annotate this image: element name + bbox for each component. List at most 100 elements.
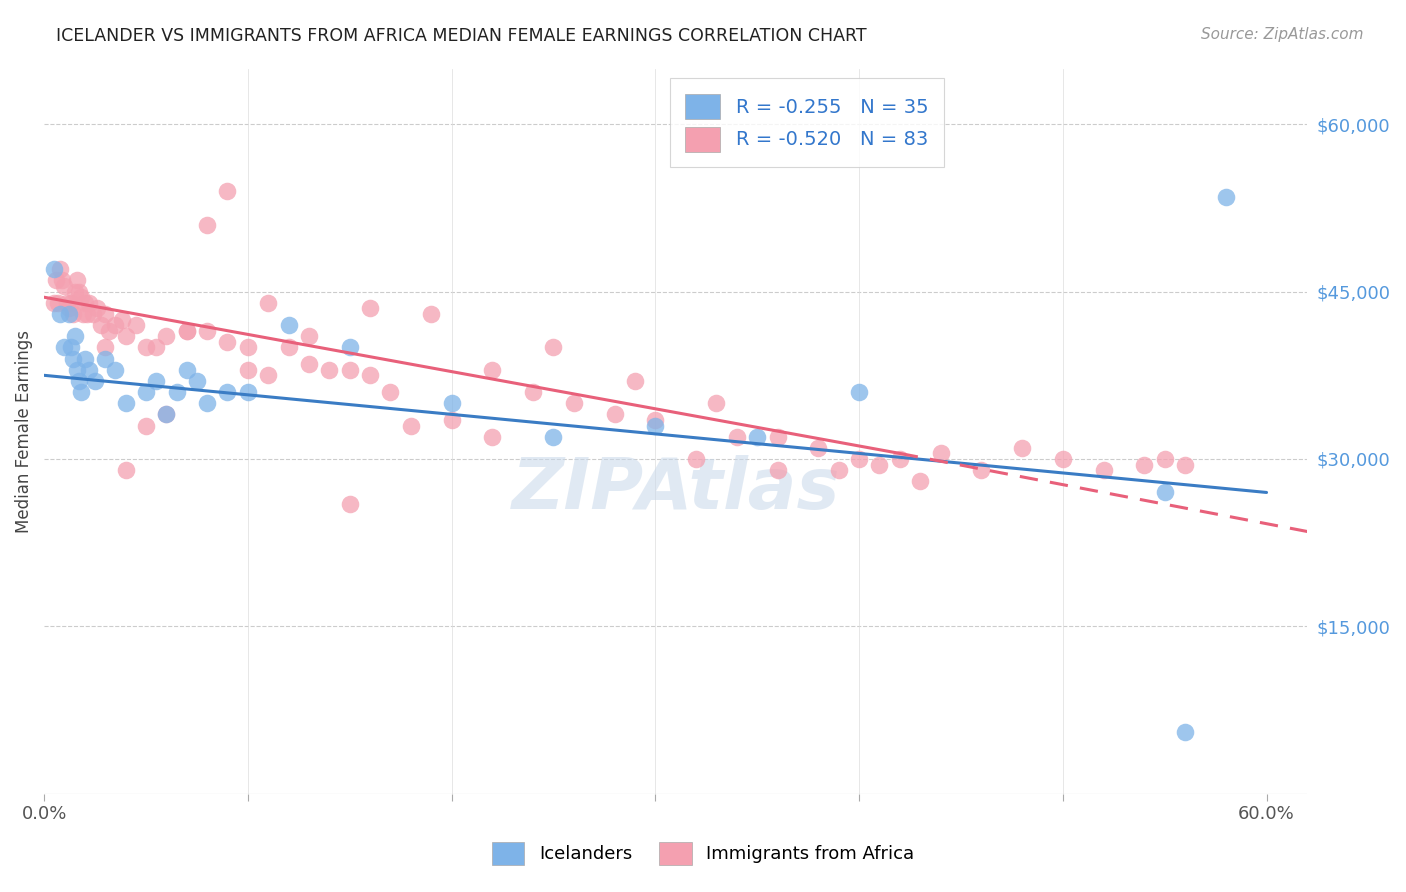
Point (58, 301, 80, 316)
Point (176, 324, 198, 338)
Point (298, 329, 321, 343)
Point (104, 363, 127, 377)
Y-axis label: Median Female Earnings: Median Female Earnings (15, 330, 32, 533)
Point (848, 452, 870, 467)
Point (73, 295, 96, 310)
Point (58, 307, 80, 321)
Point (298, 357, 321, 371)
Point (66, 273, 89, 287)
Point (318, 363, 340, 377)
Point (522, 385, 544, 400)
Point (135, 340, 157, 354)
Point (84, 374, 107, 388)
Point (66, 363, 89, 377)
Point (217, 334, 239, 349)
Point (69, 385, 91, 400)
Point (339, 363, 361, 377)
Point (135, 385, 157, 400)
Point (929, 446, 952, 460)
Point (145, 340, 167, 354)
Point (53, 340, 76, 354)
Point (176, 324, 198, 338)
Point (1011, 441, 1033, 455)
Point (1092, 463, 1115, 477)
Point (277, 318, 299, 332)
Text: ZIPAtlas: ZIPAtlas (512, 455, 839, 524)
Point (53, 279, 76, 293)
Point (1153, 485, 1175, 500)
Point (1133, 458, 1156, 472)
Point (257, 368, 280, 383)
Point (104, 318, 127, 332)
Point (45, 273, 67, 287)
Point (62, 351, 84, 366)
Point (1215, 190, 1237, 204)
Legend: Icelanders, Immigrants from Africa: Icelanders, Immigrants from Africa (482, 833, 924, 874)
Point (44, 262, 66, 277)
Point (766, 463, 789, 477)
Point (49, 307, 72, 321)
Point (186, 374, 208, 388)
Point (277, 340, 299, 354)
Point (195, 218, 218, 232)
Point (155, 408, 177, 422)
Point (94, 351, 117, 366)
Point (166, 385, 188, 400)
Point (236, 385, 259, 400)
Point (970, 463, 993, 477)
Point (72, 307, 94, 321)
Point (908, 475, 931, 489)
Point (481, 363, 503, 377)
Point (69, 290, 91, 304)
Point (868, 458, 890, 472)
Legend: R = -0.255   N = 35, R = -0.520   N = 83: R = -0.255 N = 35, R = -0.520 N = 83 (669, 78, 943, 167)
Point (644, 413, 666, 427)
Point (59, 340, 82, 354)
Point (766, 430, 789, 444)
Point (55, 295, 77, 310)
Point (236, 363, 259, 377)
Point (62, 307, 84, 321)
Point (155, 408, 177, 422)
Point (339, 497, 361, 511)
Point (94, 307, 117, 321)
Point (49, 262, 72, 277)
Point (440, 396, 463, 410)
Point (94, 340, 117, 354)
Point (114, 329, 136, 343)
Point (98, 324, 121, 338)
Point (1174, 725, 1197, 739)
Point (481, 430, 503, 444)
Point (110, 312, 132, 326)
Point (828, 463, 851, 477)
Point (562, 396, 585, 410)
Point (339, 340, 361, 354)
Point (359, 368, 381, 383)
Point (63, 285, 86, 299)
Point (624, 374, 647, 388)
Point (685, 452, 707, 467)
Point (77, 295, 100, 310)
Point (543, 340, 565, 354)
Point (90, 318, 112, 332)
Point (359, 301, 381, 316)
Point (380, 385, 402, 400)
Point (51, 273, 73, 287)
Point (747, 430, 769, 444)
Point (67, 374, 90, 388)
Point (59, 295, 82, 310)
Point (706, 396, 728, 410)
Point (1052, 452, 1074, 467)
Point (1174, 458, 1197, 472)
Point (135, 418, 157, 433)
Point (76, 307, 98, 321)
Point (195, 396, 218, 410)
Point (543, 430, 565, 444)
Point (114, 396, 136, 410)
Text: ICELANDER VS IMMIGRANTS FROM AFRICA MEDIAN FEMALE EARNINGS CORRELATION CHART: ICELANDER VS IMMIGRANTS FROM AFRICA MEDI… (56, 27, 868, 45)
Point (86, 301, 108, 316)
Point (236, 340, 259, 354)
Point (725, 430, 748, 444)
Point (82, 307, 104, 321)
Point (848, 385, 870, 400)
